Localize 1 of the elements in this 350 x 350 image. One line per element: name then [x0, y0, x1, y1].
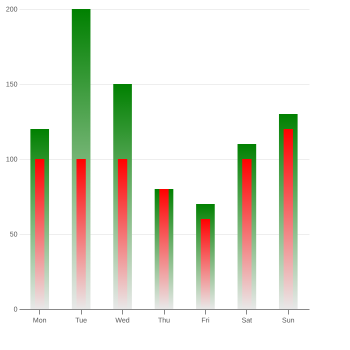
- bar: [200, 219, 210, 309]
